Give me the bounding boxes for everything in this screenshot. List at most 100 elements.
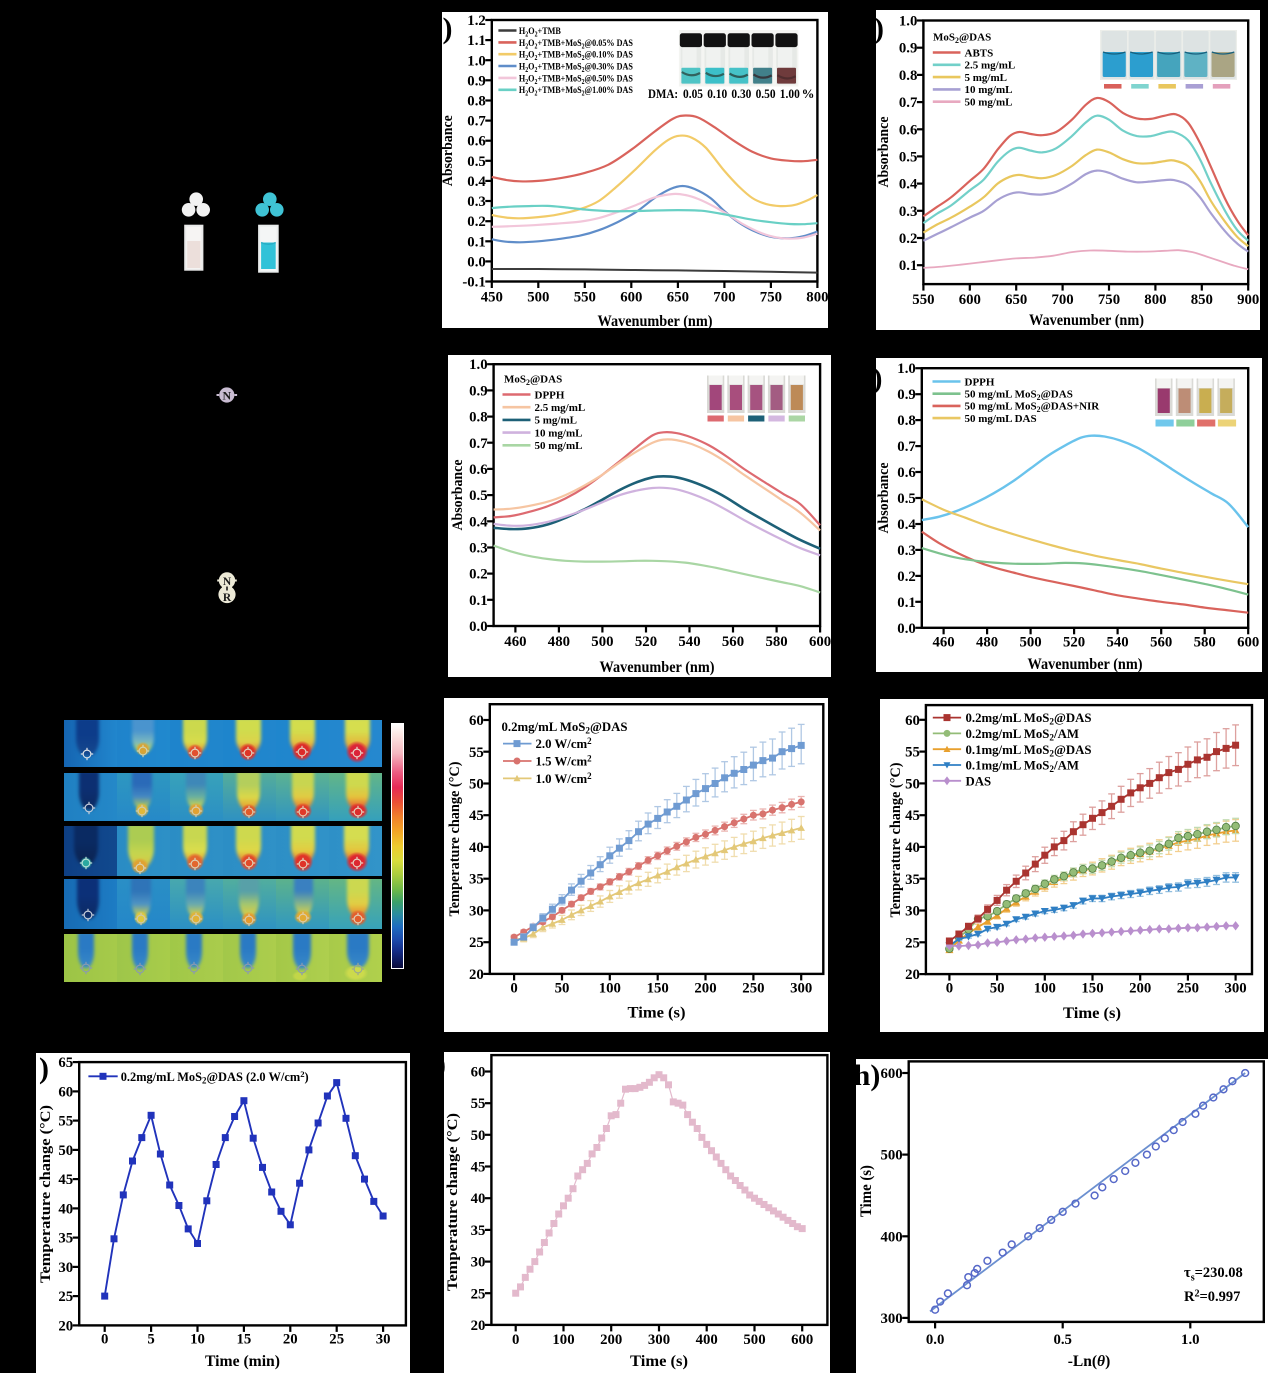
svg-text:0.8: 0.8: [899, 68, 918, 84]
svg-text:45: 45: [58, 1172, 73, 1188]
svg-text:ABTS: ABTS: [965, 47, 994, 59]
svg-text:500: 500: [1019, 634, 1041, 650]
svg-text:300: 300: [648, 1332, 670, 1348]
svg-text:0.05: 0.05: [683, 87, 703, 101]
svg-text:0.8: 0.8: [469, 410, 488, 426]
svg-text:25: 25: [471, 1286, 486, 1302]
svg-text:0.2: 0.2: [899, 231, 918, 247]
svg-text:35: 35: [905, 872, 920, 888]
svg-text:100: 100: [599, 980, 621, 996]
svg-text:): ): [443, 12, 453, 45]
svg-text:520: 520: [1063, 634, 1085, 650]
svg-text:50 mg/mL: 50 mg/mL: [965, 97, 1013, 109]
svg-text:560: 560: [1150, 634, 1172, 650]
svg-text:45: 45: [469, 808, 484, 824]
svg-text:50: 50: [990, 981, 1005, 997]
svg-text:H2O2+TMB+MoS2@1.00% DAS: H2O2+TMB+MoS2@1.00% DAS: [519, 85, 633, 98]
svg-text:500: 500: [591, 634, 613, 650]
svg-text:0.10: 0.10: [707, 87, 727, 101]
svg-text:1.0: 1.0: [899, 14, 918, 30]
svg-text:300: 300: [1224, 981, 1246, 997]
svg-text:DPPH: DPPH: [535, 389, 565, 401]
svg-text:0.6: 0.6: [467, 134, 486, 150]
svg-text:460: 460: [504, 634, 526, 650]
svg-text:0.7: 0.7: [467, 114, 486, 130]
svg-text:60: 60: [905, 713, 920, 729]
svg-text:): ): [39, 1052, 49, 1085]
svg-text:600: 600: [809, 634, 831, 650]
svg-text:MoS2@DAS: MoS2@DAS: [933, 32, 991, 46]
svg-text:DAS: DAS: [966, 774, 992, 788]
svg-text:0.7: 0.7: [899, 95, 918, 111]
svg-text:1.2: 1.2: [467, 13, 486, 29]
svg-text:5: 5: [147, 1331, 154, 1347]
svg-text:25: 25: [905, 935, 920, 951]
svg-text:60: 60: [58, 1084, 73, 1100]
svg-text:): ): [436, 1048, 446, 1081]
svg-text:1.5 W/cm2: 1.5 W/cm2: [536, 754, 593, 769]
svg-text:550: 550: [574, 290, 596, 306]
svg-text:900: 900: [1237, 292, 1259, 308]
svg-text:50: 50: [58, 1143, 73, 1159]
svg-text:540: 540: [1106, 634, 1128, 650]
svg-text:H2O2+TMB+MoS2@0.05% DAS: H2O2+TMB+MoS2@0.05% DAS: [519, 38, 633, 51]
svg-text:50: 50: [471, 1128, 486, 1144]
svg-text:Wavenumber (nm): Wavenumber (nm): [1029, 312, 1144, 329]
svg-text:55: 55: [469, 745, 484, 761]
svg-text:0.0: 0.0: [897, 621, 916, 637]
svg-text:50 mg/mL DAS: 50 mg/mL DAS: [965, 413, 1037, 425]
svg-text:1.00: 1.00: [780, 87, 800, 101]
svg-text:20: 20: [471, 1318, 486, 1334]
svg-text:20: 20: [469, 967, 484, 983]
svg-text:0.4: 0.4: [469, 514, 488, 530]
svg-text:600: 600: [880, 1066, 902, 1082]
svg-text:R2=0.997: R2=0.997: [1184, 1289, 1240, 1306]
svg-text:700: 700: [713, 290, 735, 306]
svg-text:480: 480: [976, 634, 998, 650]
svg-text:Time (min): Time (min): [205, 1353, 280, 1370]
svg-text:Time (s): Time (s): [1063, 1005, 1121, 1022]
svg-text:0.2: 0.2: [469, 567, 488, 583]
svg-text:30: 30: [471, 1255, 486, 1271]
svg-text:500: 500: [880, 1148, 902, 1164]
svg-text:0.2mg/mL MoS2@DAS (2.0 W/cm2): 0.2mg/mL MoS2@DAS (2.0 W/cm2): [121, 1069, 309, 1086]
svg-text:150: 150: [1081, 981, 1103, 997]
svg-text:100: 100: [552, 1332, 574, 1348]
svg-text:0.5: 0.5: [899, 150, 918, 166]
svg-text:0.6: 0.6: [469, 462, 488, 478]
svg-text:30: 30: [469, 904, 484, 920]
svg-text:0.8: 0.8: [897, 413, 916, 429]
svg-text:Time (s): Time (s): [628, 1005, 686, 1022]
svg-text:Time (s): Time (s): [630, 1353, 688, 1370]
svg-text:0.2: 0.2: [897, 569, 916, 585]
svg-text:25: 25: [58, 1289, 73, 1305]
svg-text:650: 650: [667, 290, 689, 306]
svg-text:DMA:: DMA:: [648, 87, 678, 101]
svg-text:Temperature change (°C): Temperature change (°C): [444, 1113, 461, 1291]
svg-text:450: 450: [481, 290, 503, 306]
svg-text:2.0 W/cm2: 2.0 W/cm2: [536, 736, 593, 751]
svg-text:100: 100: [1034, 981, 1056, 997]
svg-text:R: R: [223, 592, 232, 604]
svg-text:Temperature change (°C): Temperature change (°C): [37, 1105, 54, 1283]
svg-text:45: 45: [905, 808, 920, 824]
svg-text:250: 250: [742, 980, 764, 996]
svg-text:400: 400: [880, 1229, 902, 1245]
svg-text:0.8: 0.8: [467, 94, 486, 110]
svg-text:Temperature change (°C): Temperature change (°C): [887, 763, 904, 918]
svg-text:1.1: 1.1: [467, 33, 486, 49]
svg-text:0.1: 0.1: [899, 258, 918, 274]
svg-text:55: 55: [905, 745, 920, 761]
svg-text:460: 460: [932, 634, 954, 650]
svg-text:0.1: 0.1: [467, 234, 486, 250]
svg-text:30: 30: [376, 1331, 391, 1347]
svg-text:1.0: 1.0: [469, 357, 488, 373]
svg-text:35: 35: [471, 1223, 486, 1239]
svg-text:1.0 W/cm2: 1.0 W/cm2: [536, 771, 593, 786]
svg-text:0: 0: [101, 1331, 108, 1347]
svg-text:0.4: 0.4: [899, 177, 918, 193]
svg-text:H2O2+TMB+MoS2@0.30% DAS: H2O2+TMB+MoS2@0.30% DAS: [519, 62, 633, 75]
svg-text:35: 35: [58, 1231, 73, 1247]
svg-text:0.4: 0.4: [467, 174, 486, 190]
svg-text:850: 850: [1191, 292, 1213, 308]
